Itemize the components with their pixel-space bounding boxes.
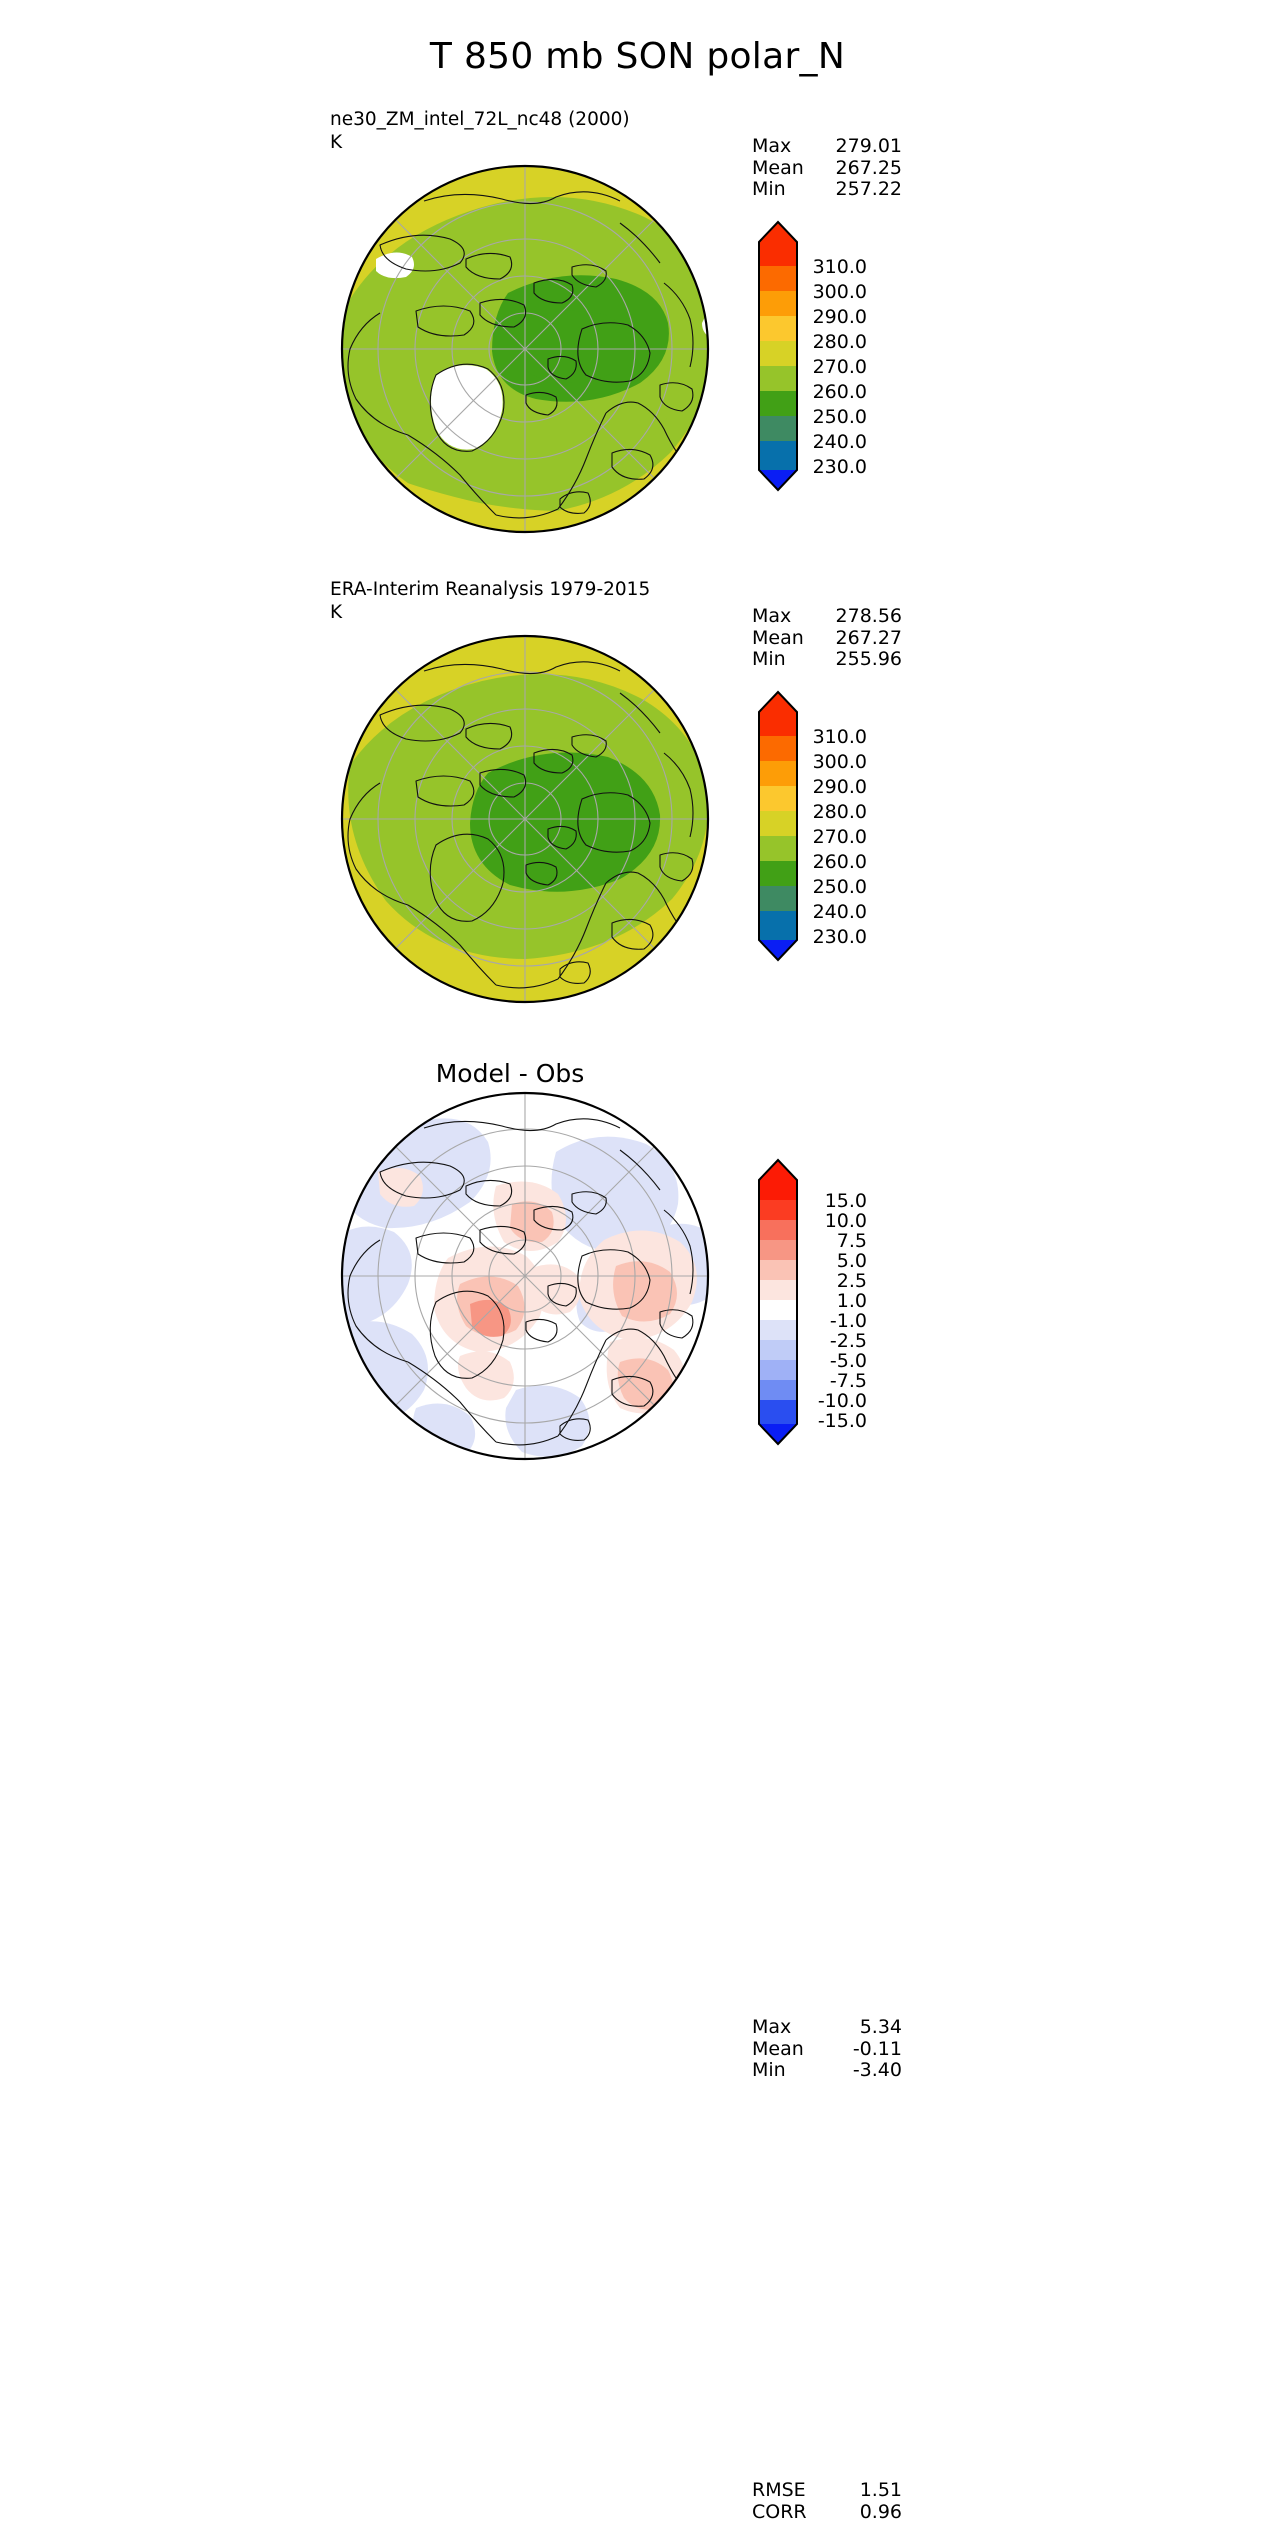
stat-row: Min-3.40	[752, 2060, 902, 2082]
panel-obs-header: ERA-Interim Reanalysis 1979-2015	[330, 578, 650, 601]
stat-value: 267.25	[824, 158, 902, 180]
colorbar-tick: 300.0	[805, 751, 867, 776]
colorbar-tick: 250.0	[805, 406, 867, 431]
stat-value: -0.11	[824, 2039, 902, 2061]
colorbar-temperature-obs: 310.0 300.0 290.0 280.0 270.0 260.0 250.…	[755, 688, 801, 964]
colorbar-tick: -2.5	[805, 1330, 867, 1350]
colorbar-tick: -1.0	[805, 1310, 867, 1330]
colorbar-temperature-obs-labels: 310.0 300.0 290.0 280.0 270.0 260.0 250.…	[805, 726, 867, 951]
stat-row: Mean-0.11	[752, 2039, 902, 2061]
graticule	[342, 1093, 708, 1459]
stat-label: Max	[752, 136, 824, 158]
colorbar-tick: -10.0	[805, 1390, 867, 1410]
stat-value: 257.22	[824, 179, 902, 201]
colorbar-tick: 310.0	[805, 256, 867, 281]
skill-label: RMSE	[752, 2480, 824, 2502]
stat-value: -3.40	[824, 2060, 902, 2082]
colorbar-tick: 270.0	[805, 826, 867, 851]
colorbar-tick: 270.0	[805, 356, 867, 381]
colorbar-tick: -7.5	[805, 1370, 867, 1390]
stat-label: Min	[752, 179, 824, 201]
panel-obs-units: K	[330, 601, 342, 624]
panel-difference-header: Model - Obs	[0, 1062, 1020, 1085]
colorbar-tick: 260.0	[805, 381, 867, 406]
stat-value: 278.56	[824, 606, 902, 628]
stat-label: Min	[752, 649, 824, 671]
stat-label: Min	[752, 2060, 824, 2082]
colorbar-tick: 290.0	[805, 776, 867, 801]
stat-label: Mean	[752, 628, 824, 650]
colorbar-tick: 5.0	[805, 1250, 867, 1270]
colorbar-tick: 240.0	[805, 431, 867, 456]
colorbar-temperature-model-labels: 310.0 300.0 290.0 280.0 270.0 260.0 250.…	[805, 256, 867, 481]
polar-map-difference	[320, 1090, 730, 1462]
stat-label: Max	[752, 606, 824, 628]
colorbar-tick: 310.0	[805, 726, 867, 751]
colorbar-tick: 240.0	[805, 901, 867, 926]
stat-label: Max	[752, 2017, 824, 2039]
colorbar-tick: 280.0	[805, 331, 867, 356]
colorbar-tick: 7.5	[805, 1230, 867, 1250]
colorbar-tick: -15.0	[805, 1410, 867, 1430]
skill-value: 1.51	[824, 2480, 902, 2502]
colorbar-tick: 2.5	[805, 1270, 867, 1290]
colorbar-temperature-model: 310.0 300.0 290.0 280.0 270.0 260.0 250.…	[755, 218, 801, 494]
colorbar-tick: 300.0	[805, 281, 867, 306]
stat-label: Mean	[752, 158, 824, 180]
panel-model-units: K	[330, 131, 342, 154]
stat-value: 5.34	[824, 2017, 902, 2039]
stat-value: 267.27	[824, 628, 902, 650]
colorbar-tick: 1.0	[805, 1290, 867, 1310]
colorbar-difference: 15.0 10.0 7.5 5.0 2.5 1.0 -1.0 -2.5 -5.0…	[755, 1158, 801, 1448]
skill-label: CORR	[752, 2502, 824, 2523]
stat-value: 255.96	[824, 649, 902, 671]
colorbar-tick: 280.0	[805, 801, 867, 826]
stat-value: 279.01	[824, 136, 902, 158]
colorbar-tick: -5.0	[805, 1350, 867, 1370]
colorbar-tick: 250.0	[805, 876, 867, 901]
colorbar-tick: 10.0	[805, 1210, 867, 1230]
panel-model-header: ne30_ZM_intel_72L_nc48 (2000)	[330, 108, 630, 131]
stat-label: Mean	[752, 2039, 824, 2061]
colorbar-difference-labels: 15.0 10.0 7.5 5.0 2.5 1.0 -1.0 -2.5 -5.0…	[805, 1190, 867, 1430]
skill-value: 0.96	[824, 2502, 902, 2523]
colorbar-tick: 15.0	[805, 1190, 867, 1210]
colorbar-tick: 290.0	[805, 306, 867, 331]
colorbar-tick: 260.0	[805, 851, 867, 876]
